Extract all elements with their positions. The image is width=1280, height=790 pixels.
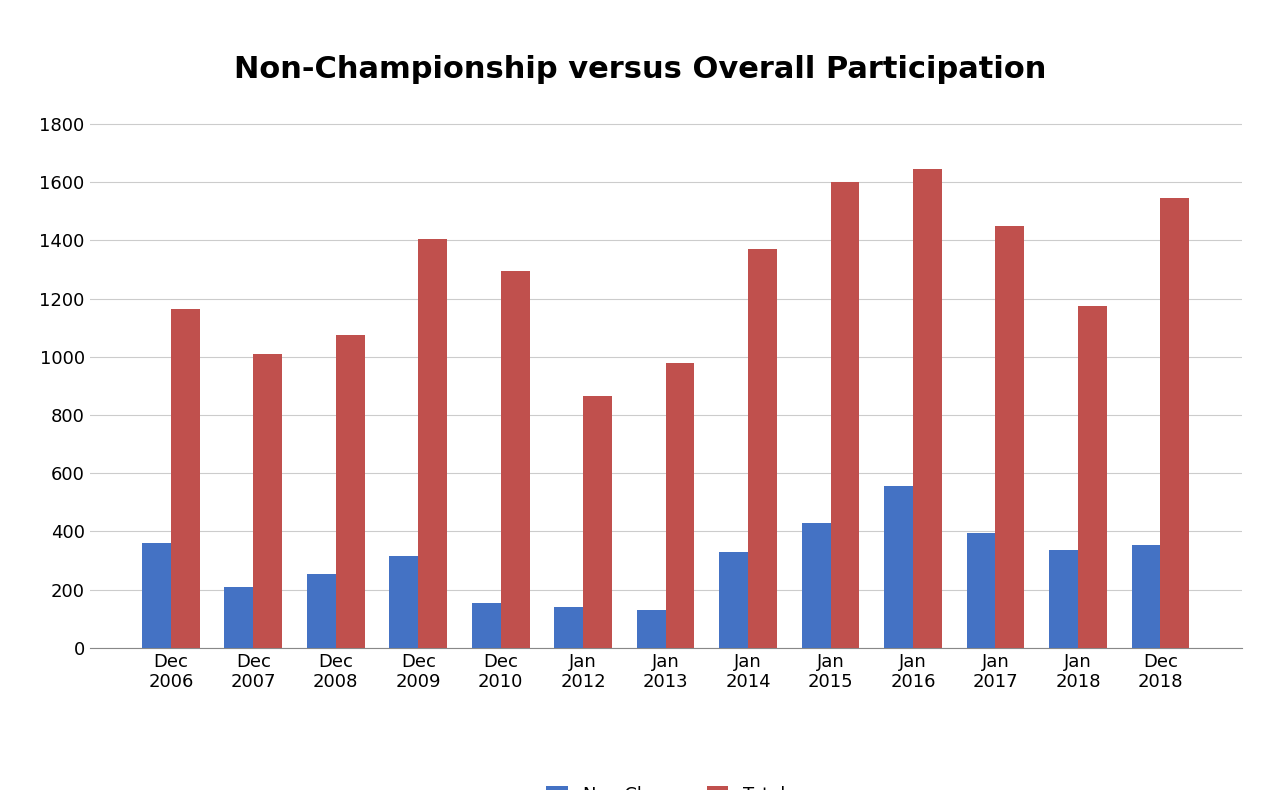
Bar [636, 610, 666, 648]
Bar [224, 587, 253, 648]
Bar [472, 603, 500, 648]
Text: Non-Championship versus Overall Participation: Non-Championship versus Overall Particip… [234, 55, 1046, 85]
Bar [913, 169, 942, 648]
Bar [307, 574, 335, 648]
Legend: Non-Champ, Total: Non-Champ, Total [539, 778, 792, 790]
Bar [1050, 551, 1078, 648]
Bar [719, 551, 748, 648]
Bar [1078, 306, 1107, 648]
Bar [666, 363, 695, 648]
Bar [500, 271, 530, 648]
Bar [884, 487, 913, 648]
Bar [831, 182, 859, 648]
Bar [554, 607, 584, 648]
Bar [419, 239, 447, 648]
Bar [335, 335, 365, 648]
Bar [1132, 545, 1161, 648]
Bar [996, 226, 1024, 648]
Bar [966, 532, 996, 648]
Bar [142, 543, 170, 648]
Bar [748, 249, 777, 648]
Bar [253, 354, 282, 648]
Bar [584, 396, 612, 648]
Bar [1161, 198, 1189, 648]
Bar [801, 523, 831, 648]
Bar [170, 309, 200, 648]
Bar [389, 556, 419, 648]
